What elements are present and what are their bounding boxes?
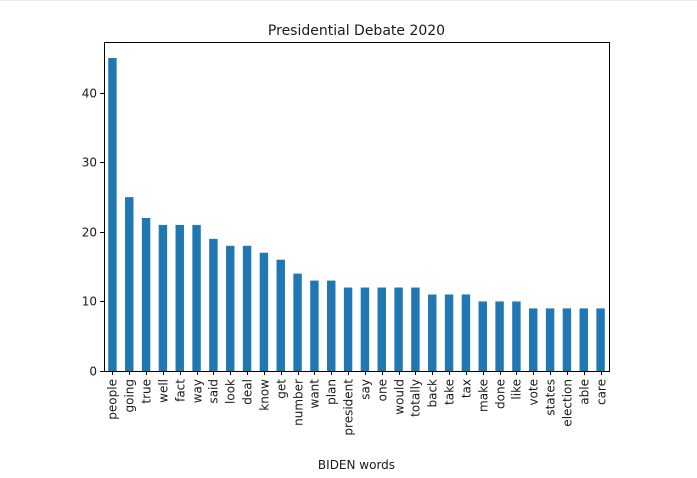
x-tick-label: take	[443, 379, 457, 405]
x-tick-label: totally	[409, 379, 423, 417]
x-tick-label: back	[426, 379, 440, 408]
bar-way	[192, 224, 201, 371]
x-tick-label: able	[578, 379, 592, 405]
bar-plan	[327, 280, 336, 371]
y-tick-label: 0	[89, 365, 97, 379]
plot-area-frame	[104, 42, 610, 372]
x-tick-label: tax	[460, 379, 474, 398]
x-tick-label: say	[359, 379, 373, 400]
bar-states	[545, 308, 555, 371]
bar-back	[428, 294, 437, 371]
bar-tax	[461, 294, 471, 371]
chart-title: Presidential Debate 2020	[268, 23, 445, 39]
bar-people	[108, 57, 117, 371]
bar-done	[495, 301, 504, 371]
bar-get	[276, 259, 285, 371]
bar-look	[226, 245, 235, 371]
x-tick-label: want	[308, 379, 322, 409]
bar-make	[478, 301, 487, 371]
x-tick-label: president	[342, 379, 356, 436]
bar-said	[209, 238, 218, 371]
bar-number	[293, 273, 302, 371]
y-tick-label: 40	[82, 87, 97, 101]
x-tick-label: well	[157, 379, 171, 403]
bar-say	[360, 287, 370, 371]
x-tick-label: election	[561, 379, 575, 427]
x-tick-label: said	[207, 379, 221, 404]
x-tick-label: plan	[325, 379, 339, 405]
x-tick-label: deal	[241, 379, 255, 405]
x-tick-label: one	[376, 379, 390, 401]
bar-true	[141, 217, 151, 371]
y-axis: 0 10 20 30 40	[82, 87, 104, 379]
bar-going	[125, 197, 134, 371]
bar-one	[377, 287, 386, 371]
x-tick-label: like	[510, 379, 524, 400]
x-tick-label: people	[106, 379, 120, 420]
x-tick-label: care	[595, 379, 609, 405]
x-tick-label: get	[275, 379, 289, 399]
bar-fact	[175, 224, 184, 371]
y-tick-label: 20	[82, 226, 97, 240]
bar-well	[158, 224, 168, 371]
y-tick-label: 30	[82, 156, 97, 170]
x-tick-label: would	[393, 379, 407, 415]
bar-totally	[411, 287, 420, 371]
bar-vote	[529, 308, 538, 371]
y-tick-label: 10	[82, 295, 97, 309]
x-tick-label: know	[258, 379, 272, 411]
x-tick-label: done	[494, 379, 508, 409]
bar-know	[259, 252, 269, 371]
x-tick-label: way	[191, 379, 205, 403]
x-axis-title: BIDEN words	[318, 458, 395, 472]
x-tick-label: true	[140, 379, 154, 404]
bar-care	[596, 308, 605, 371]
bar-able	[579, 308, 588, 371]
x-tick-label: going	[123, 379, 137, 413]
x-tick-label: make	[477, 379, 491, 412]
bar-take	[444, 294, 454, 371]
x-tick-label: vote	[527, 379, 541, 406]
x-tick-label: look	[224, 379, 238, 404]
x-tick-label: fact	[174, 379, 188, 402]
bar-would	[394, 287, 403, 371]
x-tick-label: states	[544, 379, 558, 416]
bar-president	[343, 287, 353, 371]
bar-like	[512, 301, 521, 371]
x-axis: people going true well fact way said look deal kn…	[106, 371, 609, 436]
bar-series	[108, 57, 605, 371]
bar-want	[310, 280, 319, 371]
x-tick-label: number	[292, 379, 306, 426]
bar-deal	[242, 245, 252, 371]
bar-election	[562, 308, 572, 371]
